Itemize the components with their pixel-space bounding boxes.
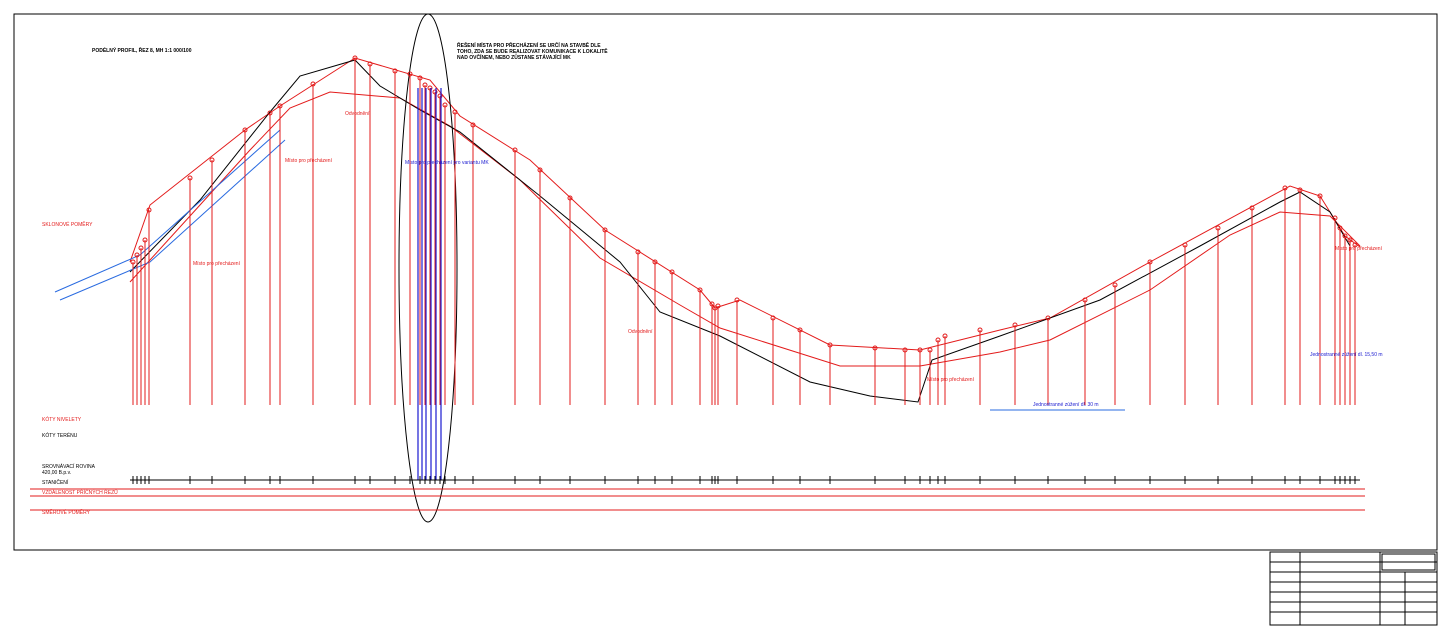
grade-point xyxy=(277,103,283,109)
annotation: Jednostranné zúžení dl. 15,50 m xyxy=(1310,352,1383,358)
grade-point xyxy=(942,333,948,339)
grade-point xyxy=(512,147,518,153)
grade-point xyxy=(797,327,803,333)
grade-point xyxy=(310,81,316,87)
grade-point xyxy=(134,252,140,258)
terrain-line xyxy=(129,59,1351,403)
band-label: SKLONOVÉ POMĚRY xyxy=(42,220,93,228)
note-line: TOHO, ZDA SE BUDE REALIZOVAT KOMUNIKACE … xyxy=(457,47,608,55)
grade-point xyxy=(187,175,193,181)
grade-point xyxy=(1182,242,1188,248)
grade-point xyxy=(1297,187,1303,193)
grade-point xyxy=(1317,193,1323,199)
annotation: Místo pro přecházení xyxy=(193,261,241,267)
grade-point xyxy=(935,337,941,343)
grade-point xyxy=(1112,282,1118,288)
grade-point xyxy=(917,347,923,353)
band-label: SROVNÁVACÍ ROVINA xyxy=(42,463,96,470)
band-label: KÓTY TERÉNU xyxy=(42,432,78,439)
annotation: Místo pro přecházení xyxy=(927,377,975,383)
grade-point xyxy=(367,61,373,67)
annotation: Místo pro přecházení xyxy=(1335,246,1383,252)
grade-line xyxy=(129,57,1361,351)
grade-point xyxy=(602,227,608,233)
grade-point xyxy=(130,259,136,265)
grade-point xyxy=(427,85,433,91)
grade-point xyxy=(697,287,703,293)
grade-point xyxy=(142,237,148,243)
grade-point xyxy=(635,249,641,255)
grade-point xyxy=(437,93,443,99)
grade-point xyxy=(1282,185,1288,191)
grade-point xyxy=(352,55,358,61)
grade-point xyxy=(537,167,543,173)
grade-point xyxy=(1332,215,1338,221)
grade-point xyxy=(1147,259,1153,265)
grade-point xyxy=(669,269,675,275)
grade-point xyxy=(734,297,740,303)
band-label: 420,00 B.p.v. xyxy=(42,470,71,476)
annotation: Odvodnění xyxy=(345,111,370,117)
ramp-line xyxy=(59,139,286,301)
grade-point xyxy=(432,89,438,95)
grade-point xyxy=(209,157,215,163)
annotation: Místo pro přecházení xyxy=(285,158,333,164)
grade-point xyxy=(242,127,248,133)
grade-point xyxy=(977,327,983,333)
grade-point xyxy=(872,345,878,351)
grade-point xyxy=(1012,322,1018,328)
grade-point xyxy=(442,102,448,108)
grade-point xyxy=(1347,237,1353,243)
grade-point xyxy=(1045,315,1051,321)
grade-point xyxy=(407,71,413,77)
note-line: NAD OVČÍNEM, NEBO ZŮSTANE STÁVAJÍCÍ MK xyxy=(457,53,571,61)
annotation: Odvodnění xyxy=(628,329,653,335)
grade-point xyxy=(1337,225,1343,231)
grade-point xyxy=(422,82,428,88)
frame xyxy=(13,13,1438,551)
grade-point xyxy=(267,110,273,116)
grade-point xyxy=(652,259,658,265)
grade-point xyxy=(902,347,908,353)
station-lines xyxy=(130,55,1358,484)
grade-point xyxy=(1082,297,1088,303)
grade-point xyxy=(1249,205,1255,211)
bands xyxy=(30,409,1365,511)
highlight-ellipse xyxy=(398,13,458,523)
grade-point xyxy=(392,68,398,74)
grade-point xyxy=(1215,225,1221,231)
grade-point xyxy=(827,342,833,348)
band-label: VZDÁLENOST PŘÍČNÝCH ŘEZŮ xyxy=(42,488,118,496)
grade-point xyxy=(567,195,573,201)
band-label: SMĚROVÉ POMĚRY xyxy=(42,508,91,516)
band-label: STANIČENÍ xyxy=(42,479,69,486)
design-line-lower xyxy=(129,91,1361,367)
band-label: KÓTY NIVELETY xyxy=(42,416,82,423)
grade-point xyxy=(715,303,721,309)
note-line: ŘEŠENÍ MÍSTA PRO PŘECHÁZENÍ SE URČÍ NA S… xyxy=(457,41,601,49)
title-block xyxy=(1269,551,1438,626)
annotation: Místo pro přecházení pro variantu MK xyxy=(405,160,489,166)
grade-point xyxy=(1352,242,1358,248)
grade-point xyxy=(417,75,423,81)
grade-point xyxy=(709,301,715,307)
grade-point xyxy=(452,109,458,115)
grade-point xyxy=(138,245,144,251)
grade-point xyxy=(927,347,933,353)
annotation: Jednostranné zúžení dl. 30 m xyxy=(1033,402,1099,408)
grade-point xyxy=(146,207,152,213)
grade-point xyxy=(770,315,776,321)
ramp-line xyxy=(54,129,281,293)
grade-point xyxy=(470,122,476,128)
grade-point xyxy=(1342,233,1348,239)
drawing-title: PODÉLNÝ PROFIL, ŘEZ 8, MH 1:1 000/100 xyxy=(92,46,192,54)
